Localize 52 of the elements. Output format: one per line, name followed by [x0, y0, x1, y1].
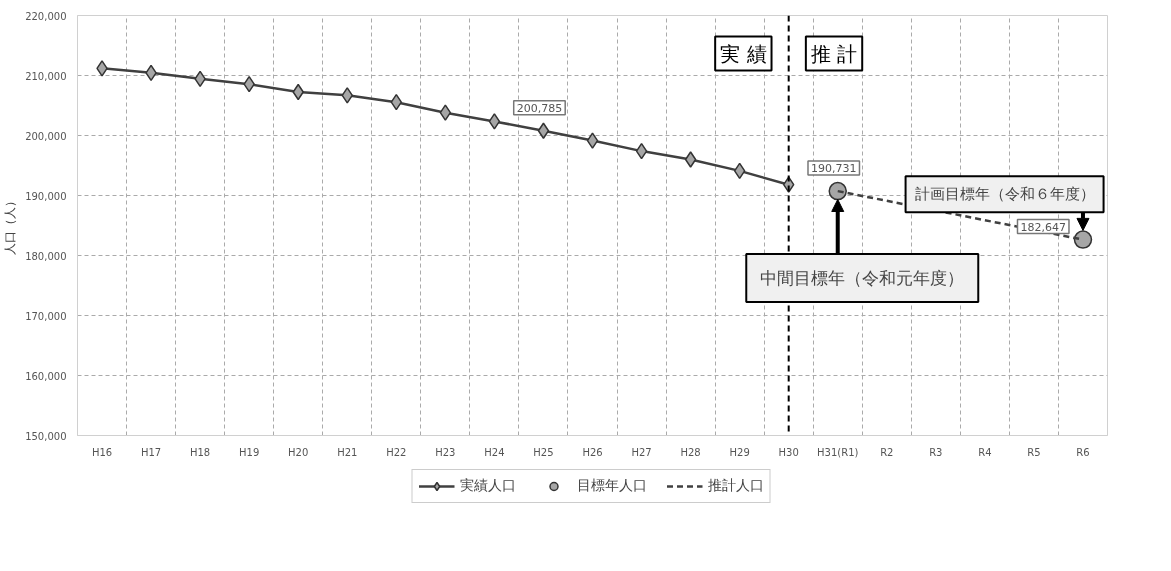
y-tick-label: 160,000 — [25, 370, 67, 382]
point — [439, 104, 452, 121]
x-tick-label: H17 — [140, 446, 162, 458]
x-tick-label: R2 — [880, 446, 894, 458]
x-tick-label: R6 — [1076, 446, 1090, 458]
x-tick-label: H29 — [729, 446, 750, 458]
x-tick-label: R4 — [978, 446, 992, 458]
point — [635, 142, 648, 160]
x-tick-label: H25 — [533, 446, 554, 458]
x-tick-label: H27 — [631, 446, 652, 458]
point — [390, 93, 403, 111]
annotation: 実 績 — [720, 41, 767, 66]
y-tick-label: 210,000 — [25, 70, 67, 82]
x-tick-label: H28 — [680, 446, 701, 458]
point — [537, 122, 550, 140]
point — [1073, 230, 1093, 249]
point — [586, 132, 599, 149]
point — [341, 87, 354, 104]
annotation: 推 計 — [810, 41, 858, 66]
point — [733, 162, 746, 180]
data-label: 182,647 — [1020, 220, 1066, 234]
x-tick-label: R5 — [1027, 446, 1041, 458]
point — [828, 181, 847, 201]
x-tick-label: H21 — [337, 446, 358, 458]
y-tick-label: 200,000 — [25, 130, 67, 142]
point — [96, 60, 108, 77]
x-tick-label: R3 — [929, 446, 943, 458]
annotation: 計画目標年（令和６年度） — [914, 185, 1095, 204]
x-tick-label: H19 — [239, 446, 260, 458]
y-tick-label: 170,000 — [25, 310, 67, 322]
y-axis-title: 人口（人） — [3, 195, 18, 256]
y-tick-label: 150,000 — [25, 430, 67, 442]
point — [684, 151, 697, 168]
x-tick-label: H22 — [386, 446, 407, 458]
x-tick-label: H30 — [778, 446, 799, 458]
legend-label: 目標年人口 — [576, 477, 647, 495]
x-tick-label: H18 — [190, 446, 211, 458]
data-label: 190,731 — [810, 162, 857, 176]
y-tick-label: 190,000 — [25, 190, 67, 202]
x-tick-label: H23 — [435, 446, 456, 458]
y-tick-label: 180,000 — [25, 250, 67, 262]
x-tick-label: H26 — [582, 446, 603, 458]
annotation: 中間目標年（令和元年度） — [760, 268, 965, 289]
x-tick-label: H20 — [288, 446, 309, 458]
data-label: 200,785 — [516, 101, 563, 115]
x-tick-label: H24 — [484, 446, 505, 458]
x-tick-label: H16 — [91, 446, 113, 458]
legend-label: 推計人口 — [707, 477, 764, 495]
legend-label: 実績人口 — [459, 477, 516, 495]
y-tick-label: 220,000 — [25, 10, 67, 22]
point — [488, 113, 501, 130]
x-tick-label: H31(R1) — [817, 446, 859, 458]
